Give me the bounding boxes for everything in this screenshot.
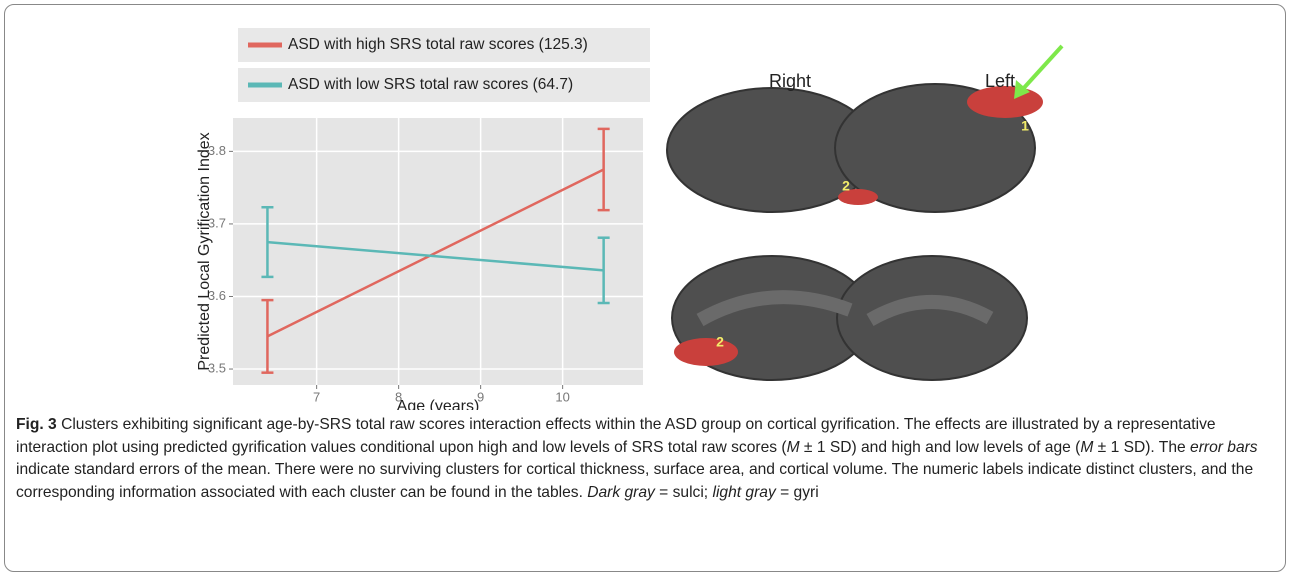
caption-text: ± 1 SD) and high and low levels of age ( [800, 439, 1081, 456]
page: Right Left 2 1 2 3.53.63.73.878910Age (y… [0, 0, 1292, 578]
caption: Fig. 3 Clusters exhibiting significant a… [16, 414, 1278, 504]
caption-text: = sulci; [655, 484, 713, 501]
hemisphere-label: Left [985, 71, 1015, 91]
cluster-patch [674, 338, 738, 366]
x-axis-label: Age (years) [397, 398, 480, 410]
hemisphere-label: Right [769, 71, 811, 91]
caption-text: M [787, 439, 800, 456]
caption-text: error bars [1190, 439, 1258, 456]
y-axis-label: Predicted Local Gyrification Index [196, 132, 213, 370]
cluster-label: 2 [842, 178, 850, 194]
legend-label: ASD with high SRS total raw scores (125.… [288, 36, 588, 53]
caption-text: ± 1 SD). The [1093, 439, 1190, 456]
cluster-label: 1 [1021, 118, 1029, 134]
caption-text: M [1080, 439, 1093, 456]
arrow [1022, 46, 1062, 90]
cluster-label: 2 [716, 334, 724, 350]
caption-label: Fig. 3 [16, 416, 57, 433]
caption-text: = gyri [776, 484, 819, 501]
legend-label: ASD with low SRS total raw scores (64.7) [288, 76, 573, 93]
x-tick-label: 10 [555, 389, 569, 404]
x-tick-label: 7 [313, 389, 320, 404]
cluster-patch [967, 86, 1043, 118]
brain-left-medial [837, 256, 1027, 380]
caption-text: Dark gray [587, 484, 655, 501]
brains: Right Left 2 1 2 [667, 46, 1062, 380]
caption-text: light gray [712, 484, 775, 501]
